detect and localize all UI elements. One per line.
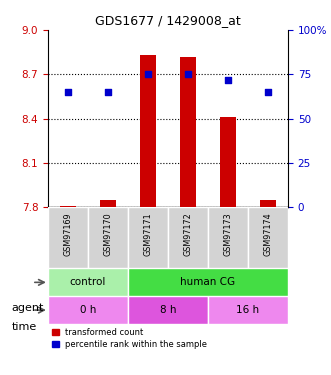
Text: agent: agent	[12, 303, 44, 313]
Bar	[260, 200, 276, 207]
Bar	[180, 57, 196, 207]
Point	[145, 71, 151, 77]
Bar	[88, 207, 128, 268]
Text: human CG: human CG	[180, 278, 236, 287]
Point	[65, 89, 71, 95]
Bar	[128, 268, 288, 296]
Text: 0 h: 0 h	[80, 305, 96, 315]
Point	[265, 89, 271, 95]
Text: 8 h: 8 h	[160, 305, 176, 315]
Bar	[128, 207, 168, 268]
Bar	[100, 200, 116, 207]
Bar	[128, 296, 208, 324]
Text: 16 h: 16 h	[236, 305, 260, 315]
Bar	[48, 268, 128, 296]
Text: GSM97169: GSM97169	[64, 212, 72, 256]
Text: GSM97174: GSM97174	[263, 212, 272, 256]
Point	[105, 89, 111, 95]
Bar	[220, 117, 236, 207]
Bar	[248, 207, 288, 268]
Text: GSM97170: GSM97170	[104, 212, 113, 256]
Text: GSM97171: GSM97171	[143, 212, 153, 256]
Title: GDS1677 / 1429008_at: GDS1677 / 1429008_at	[95, 15, 241, 27]
Legend: transformed count, percentile rank within the sample: transformed count, percentile rank withi…	[52, 328, 208, 349]
Bar	[208, 296, 288, 324]
Point	[225, 77, 231, 83]
Bar	[168, 207, 208, 268]
Text: GSM97173: GSM97173	[223, 212, 232, 256]
Bar	[140, 55, 156, 207]
Point	[185, 71, 191, 77]
Bar	[48, 207, 88, 268]
Bar	[208, 207, 248, 268]
Text: time: time	[12, 322, 37, 332]
Text: control: control	[70, 278, 106, 287]
Bar	[48, 296, 128, 324]
Bar	[60, 206, 76, 207]
Text: GSM97172: GSM97172	[183, 212, 193, 256]
